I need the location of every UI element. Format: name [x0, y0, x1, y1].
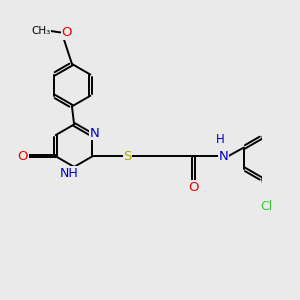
- Text: O: O: [188, 181, 199, 194]
- Text: NH: NH: [59, 167, 78, 180]
- Text: O: O: [17, 150, 28, 163]
- Text: CH₃: CH₃: [31, 26, 50, 35]
- Text: N: N: [89, 127, 99, 140]
- Text: H: H: [216, 134, 225, 146]
- Text: Cl: Cl: [260, 200, 272, 213]
- Text: S: S: [123, 150, 132, 163]
- Text: O: O: [61, 26, 72, 39]
- Text: N: N: [219, 150, 229, 163]
